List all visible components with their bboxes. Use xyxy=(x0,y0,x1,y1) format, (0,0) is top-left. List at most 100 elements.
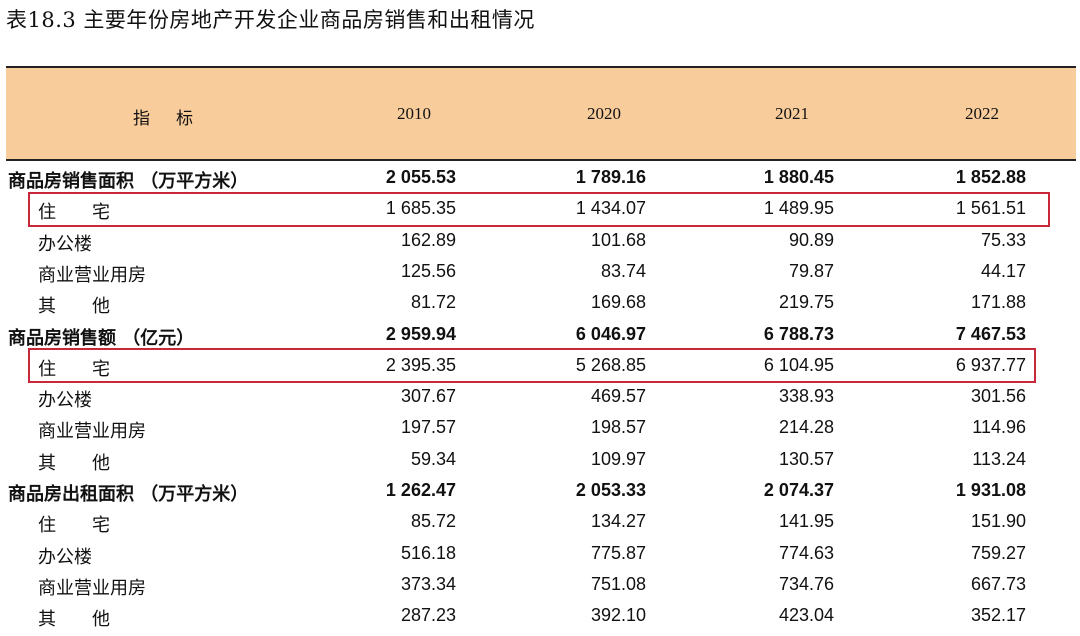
cell-value-2022: 113.24 xyxy=(972,448,1026,469)
row-label: 商业营业用房 xyxy=(38,577,146,599)
cell-value-2010: 1 685.35 xyxy=(385,198,456,219)
row-label: 商品房出租面积 （万平方米） xyxy=(8,484,249,505)
cell-value-2020: 101.68 xyxy=(590,229,646,250)
cell-value-2020: 1 434.07 xyxy=(575,198,646,219)
cell-value-2021: 214.28 xyxy=(778,417,834,438)
table-header: 指标 2010 2020 2021 2022 xyxy=(6,68,1076,161)
cell-value-2021: 423.04 xyxy=(778,605,834,626)
cell-value-2010: 373.34 xyxy=(400,573,456,594)
row-label: 办公楼 xyxy=(38,546,92,568)
cell-value-2020: 1 789.16 xyxy=(575,167,646,187)
cell-value-2010: 125.56 xyxy=(400,260,456,281)
cell-value-2022: 1 561.51 xyxy=(955,198,1026,219)
cell-value-2020: 2 053.33 xyxy=(575,480,646,500)
cell-value-2021: 90.89 xyxy=(788,229,834,250)
row-label: 其他 xyxy=(38,452,146,474)
highlight-box-residential-sales-area xyxy=(28,192,1050,227)
row-label: 其他 xyxy=(38,296,146,318)
cell-value-2020: 469.57 xyxy=(590,386,646,407)
cell-value-2021: 6 104.95 xyxy=(763,354,834,375)
cell-value-2022: 151.90 xyxy=(970,511,1026,532)
table-row: 商品房出租面积 （万平方米） 1 262.47 2 053.33 2 074.37 1 … xyxy=(6,476,1076,507)
table-row: 其他 81.72 169.68 219.75 171.88 xyxy=(6,288,1076,319)
cell-value-2010: 307.67 xyxy=(400,386,456,407)
cell-value-2020: 751.08 xyxy=(590,573,646,594)
cell-value-2022: 759.27 xyxy=(970,542,1026,563)
highlight-box-residential-sales-value xyxy=(28,348,1036,383)
header-year-2021: 2021 xyxy=(775,104,809,123)
cell-value-2010: 2 395.35 xyxy=(385,354,456,375)
table-row: 其他 287.23 392.10 423.04 352.17 xyxy=(6,601,1076,632)
cell-value-2010: 162.89 xyxy=(400,229,456,250)
table-row: 住宅 2 395.35 5 268.85 6 104.95 6 937.77 xyxy=(6,351,1076,382)
cell-value-2010: 2 055.53 xyxy=(385,167,456,187)
cell-value-2022: 6 937.77 xyxy=(955,354,1026,375)
top-rule xyxy=(6,66,1076,68)
row-label: 商品房销售面积 （万平方米） xyxy=(8,171,249,192)
cell-value-2021: 219.75 xyxy=(778,292,834,313)
cell-value-2010: 2 959.94 xyxy=(385,323,456,344)
header-year-2022: 2022 xyxy=(965,104,999,123)
cell-value-2021: 130.57 xyxy=(778,448,834,469)
cell-value-2010: 287.23 xyxy=(400,605,456,626)
row-label: 住宅 xyxy=(38,358,146,380)
cell-value-2020: 198.57 xyxy=(590,417,646,438)
row-label: 办公楼 xyxy=(38,390,92,412)
cell-value-2010: 1 262.47 xyxy=(385,480,456,500)
cell-value-2022: 667.73 xyxy=(970,573,1026,594)
cell-value-2022: 352.17 xyxy=(970,605,1026,626)
table-row: 住宅 85.72 134.27 141.95 151.90 xyxy=(6,507,1076,538)
table-row: 其他 59.34 109.97 130.57 113.24 xyxy=(6,445,1076,476)
row-label: 住宅 xyxy=(38,515,146,537)
cell-value-2021: 734.76 xyxy=(778,573,834,594)
cell-value-2021: 141.95 xyxy=(778,511,834,532)
row-label: 办公楼 xyxy=(38,233,92,255)
cell-value-2021: 1 880.45 xyxy=(763,167,834,187)
cell-value-2020: 392.10 xyxy=(590,605,646,626)
row-label: 其他 xyxy=(38,609,146,631)
cell-value-2020: 6 046.97 xyxy=(575,323,646,344)
row-label: 商业营业用房 xyxy=(38,421,146,443)
cell-value-2021: 338.93 xyxy=(778,386,834,407)
table-row: 办公楼 162.89 101.68 90.89 75.33 xyxy=(6,226,1076,257)
cell-value-2010: 85.72 xyxy=(410,511,456,532)
row-label: 住宅 xyxy=(38,202,146,224)
cell-value-2022: 1 931.08 xyxy=(955,480,1026,500)
table-row: 住宅 1 685.35 1 434.07 1 489.95 1 561.51 xyxy=(6,194,1076,225)
cell-value-2022: 114.96 xyxy=(972,417,1026,438)
header-indicator: 指标 xyxy=(133,109,219,128)
cell-value-2022: 171.88 xyxy=(970,292,1026,313)
cell-value-2021: 1 489.95 xyxy=(763,198,834,219)
row-label: 商业营业用房 xyxy=(38,264,146,286)
cell-value-2010: 81.72 xyxy=(410,292,456,313)
cell-value-2022: 1 852.88 xyxy=(955,167,1026,187)
cell-value-2020: 5 268.85 xyxy=(575,354,646,375)
table-row: 办公楼 307.67 469.57 338.93 301.56 xyxy=(6,382,1076,413)
cell-value-2021: 6 788.73 xyxy=(763,323,834,344)
cell-value-2010: 516.18 xyxy=(400,542,456,563)
cell-value-2020: 134.27 xyxy=(590,511,646,532)
cell-value-2020: 83.74 xyxy=(600,260,646,281)
cell-value-2022: 7 467.53 xyxy=(955,323,1026,344)
cell-value-2021: 774.63 xyxy=(778,542,834,563)
table-row: 商品房销售面积 （万平方米） 2 055.53 1 789.16 1 880.45 1 … xyxy=(6,163,1076,194)
cell-value-2021: 2 074.37 xyxy=(763,480,834,500)
table-title: 表18.3 主要年份房地产开发企业商品房销售和出租情况 xyxy=(6,8,535,32)
cell-value-2021: 79.87 xyxy=(788,260,834,281)
cell-value-2020: 775.87 xyxy=(590,542,646,563)
cell-value-2020: 109.97 xyxy=(590,448,646,469)
cell-value-2022: 301.56 xyxy=(970,386,1026,407)
cell-value-2010: 59.34 xyxy=(410,448,456,469)
header-year-2020: 2020 xyxy=(587,104,621,123)
row-label: 商品房销售额 （亿元） xyxy=(8,327,195,349)
cell-value-2020: 169.68 xyxy=(590,292,646,313)
table-row: 商业营业用房 197.57 198.57 214.28 114.96 xyxy=(6,413,1076,444)
cell-value-2022: 75.33 xyxy=(980,229,1026,250)
table-row: 办公楼 516.18 775.87 774.63 759.27 xyxy=(6,539,1076,570)
table-row: 商业营业用房 125.56 83.74 79.87 44.17 xyxy=(6,257,1076,288)
cell-value-2022: 44.17 xyxy=(980,260,1026,281)
table-row: 商品房销售额 （亿元） 2 959.94 6 046.97 6 788.73 7 467… xyxy=(6,320,1076,351)
table-row: 商业营业用房 373.34 751.08 734.76 667.73 xyxy=(6,570,1076,601)
cell-value-2010: 197.57 xyxy=(400,417,456,438)
header-year-2010: 2010 xyxy=(397,104,431,123)
